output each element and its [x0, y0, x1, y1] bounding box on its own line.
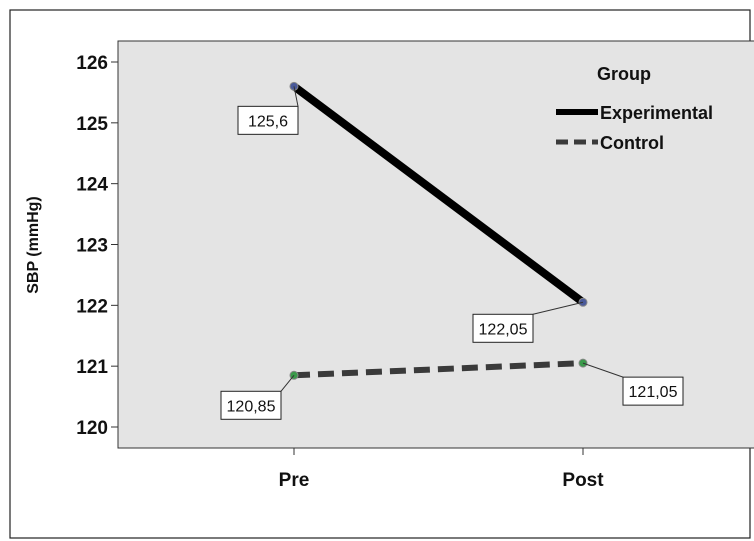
data-label-text: 120,85	[227, 398, 276, 415]
data-label-box	[622, 376, 684, 406]
y-tick-label-4: 124	[76, 175, 108, 196]
leader-line	[582, 362, 624, 378]
data-label-layer: 125,6 122,05 120,85 121,05	[220, 86, 684, 420]
y-axis-title: SBP (mmHg)	[25, 196, 42, 294]
data-label-text: 121,05	[629, 384, 678, 401]
leader-line	[293, 86, 299, 107]
legend: Group Experimental Control	[556, 64, 713, 153]
y-tick-label-2: 122	[76, 296, 108, 317]
x-axis: Pre Post	[279, 448, 604, 491]
y-tick-label-5: 125	[76, 114, 108, 135]
y-tick-label-3: 123	[76, 236, 108, 257]
legend-label-experimental: Experimental	[600, 103, 713, 123]
y-tick-label-6: 126	[76, 53, 108, 74]
data-label-text: 122,05	[479, 321, 528, 338]
series-line-control	[293, 360, 584, 379]
series-line-experimental	[291, 83, 586, 306]
series-layer	[289, 81, 588, 380]
leader-line	[532, 301, 584, 315]
data-label-control-0: 120,85	[220, 374, 295, 420]
legend-title: Group	[597, 64, 651, 84]
y-tick-label-1: 121	[76, 357, 108, 378]
data-label-text: 125,6	[248, 113, 288, 130]
data-label-experimental-1: 122,05	[472, 301, 584, 343]
data-label-box	[237, 105, 299, 135]
data-label-box	[472, 313, 534, 343]
y-axis: 120 121 122 123 124 125 126	[76, 53, 118, 439]
legend-label-control: Control	[600, 133, 664, 153]
x-tick-label-0: Pre	[279, 470, 310, 491]
data-label-experimental-0: 125,6	[237, 86, 299, 135]
data-label-box	[220, 390, 282, 420]
x-tick-label-1: Post	[562, 470, 604, 491]
leader-line	[280, 374, 295, 392]
y-tick-label-0: 120	[76, 418, 108, 439]
data-label-control-1: 121,05	[582, 362, 684, 406]
